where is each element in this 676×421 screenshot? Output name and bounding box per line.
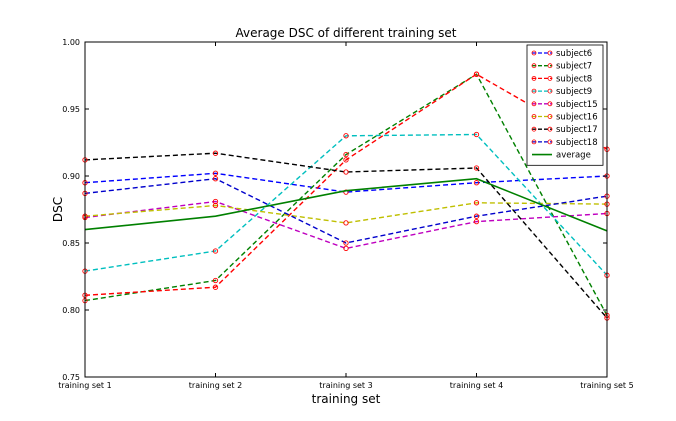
data-point xyxy=(473,213,480,219)
legend-entry: subject17 xyxy=(531,125,598,135)
legend-marker xyxy=(547,50,553,56)
data-point xyxy=(343,151,349,158)
y-tick-label: 0.90 xyxy=(62,172,80,181)
legend-marker xyxy=(547,126,553,132)
legend: subject6 subject7 subject8 subject9 subject1… xyxy=(526,44,604,166)
series-line-subject8 xyxy=(84,73,608,296)
data-point xyxy=(473,165,480,171)
x-tick-label: training set 5 xyxy=(580,381,633,390)
legend-marker xyxy=(547,63,553,69)
data-point xyxy=(212,248,219,254)
x-tick-label: training set 1 xyxy=(58,381,111,390)
data-point xyxy=(212,150,219,156)
y-tick-label: 0.75 xyxy=(62,373,80,382)
data-point xyxy=(212,170,219,176)
legend-label: subject9 xyxy=(556,87,592,97)
legend-entry: subject6 xyxy=(531,49,592,59)
data-point xyxy=(473,71,480,77)
data-point xyxy=(343,220,349,226)
legend-label: subject15 xyxy=(556,100,598,110)
data-point xyxy=(343,169,349,175)
series-line-subject18 xyxy=(84,177,608,244)
y-tick-label: 1.00 xyxy=(62,38,80,47)
legend-marker xyxy=(531,114,537,119)
legend-label: average xyxy=(556,151,591,161)
x-tick-label: training set 2 xyxy=(189,381,242,390)
legend-entry: subject18 xyxy=(531,138,598,148)
series-line-subject17 xyxy=(84,152,608,319)
y-axis-title: DSC xyxy=(51,197,65,222)
data-point xyxy=(212,277,219,284)
legend-marker xyxy=(547,101,553,107)
series-line-subject6 xyxy=(84,172,608,193)
data-point xyxy=(212,284,219,290)
x-axis-title: training set xyxy=(312,392,381,406)
data-point xyxy=(473,131,480,138)
series-subject17 xyxy=(82,150,610,321)
series-line-subject7 xyxy=(84,73,608,316)
series-line-subject9 xyxy=(84,133,608,276)
series-line-subject16 xyxy=(84,202,608,224)
series-line-average xyxy=(84,177,608,232)
data-point xyxy=(212,202,219,209)
legend-marker xyxy=(531,50,537,56)
legend-label: subject6 xyxy=(556,49,592,59)
y-tick-label: 0.80 xyxy=(62,306,80,315)
legend-entry: subject15 xyxy=(531,100,598,110)
legend-entry: average xyxy=(532,151,591,161)
legend-entry: subject8 xyxy=(531,74,592,84)
data-point xyxy=(212,176,219,182)
data-point xyxy=(473,180,480,186)
legend-marker xyxy=(547,76,553,81)
legend-marker xyxy=(547,88,553,94)
legend-label: subject17 xyxy=(556,125,598,135)
legend-marker xyxy=(531,139,537,145)
data-point xyxy=(473,218,480,225)
legend-entry: subject16 xyxy=(531,113,598,123)
legend-label: subject18 xyxy=(556,138,598,148)
legend-marker xyxy=(531,88,537,94)
data-point xyxy=(343,133,349,139)
y-tick-label: 0.95 xyxy=(62,105,80,114)
legend-label: subject16 xyxy=(556,113,598,123)
axes: training set 1 training set 2 training set… xyxy=(58,38,633,390)
x-tick-label: training set 4 xyxy=(450,381,503,390)
data-point xyxy=(473,200,480,206)
legend-marker xyxy=(531,76,537,81)
chart-title: Average DSC of different training set xyxy=(236,26,457,40)
legend-entry: subject9 xyxy=(531,87,592,97)
x-tick-label: training set 3 xyxy=(319,381,372,390)
legend-marker xyxy=(531,63,537,69)
legend-entry: subject7 xyxy=(531,62,592,72)
data-point xyxy=(343,245,349,252)
legend-marker xyxy=(531,126,537,132)
data-point xyxy=(343,157,349,163)
series-average xyxy=(84,177,608,232)
legend-label: subject7 xyxy=(556,62,592,72)
legend-marker xyxy=(547,139,553,145)
series-subject18 xyxy=(82,176,610,246)
y-tick-label: 0.85 xyxy=(62,239,80,248)
legend-marker xyxy=(531,101,537,107)
legend-label: subject8 xyxy=(556,74,592,84)
data-point xyxy=(343,240,349,246)
legend-marker xyxy=(547,114,553,119)
